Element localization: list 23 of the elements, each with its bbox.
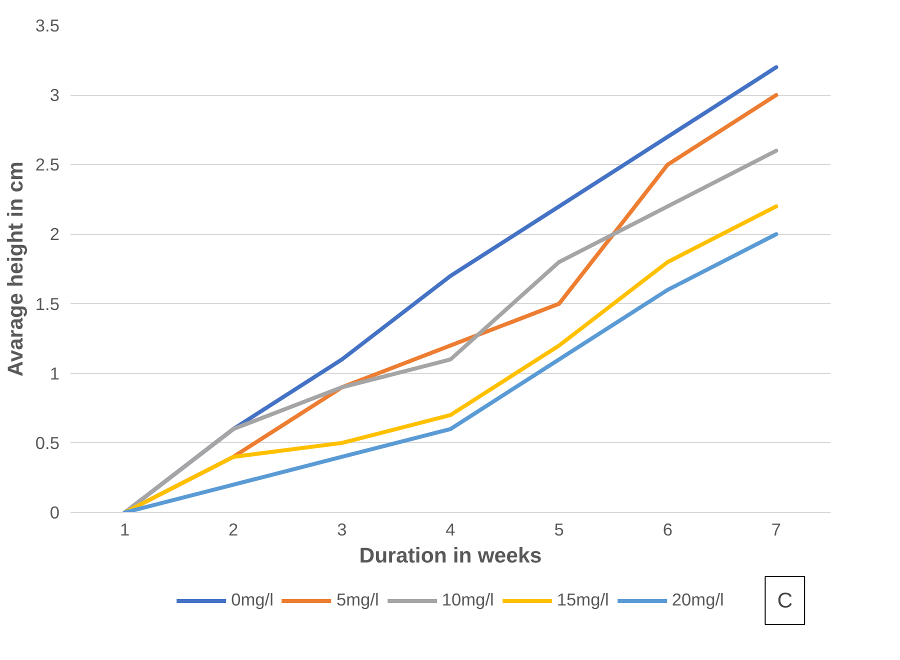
x-tick-label: 6 bbox=[662, 520, 672, 540]
x-tick-label: 3 bbox=[337, 520, 347, 540]
legend-label: 10mg/l bbox=[442, 590, 494, 610]
y-tick-label: 3.5 bbox=[35, 16, 60, 36]
text: C bbox=[777, 588, 793, 612]
y-tick-label: 3 bbox=[50, 85, 60, 106]
y-tick-label: 2.5 bbox=[35, 154, 60, 175]
x-tick-label: 2 bbox=[228, 520, 238, 540]
x-tick-label: 5 bbox=[554, 520, 564, 540]
legend-label: 0mg/l bbox=[231, 590, 274, 610]
y-tick-label: 0 bbox=[50, 502, 60, 522]
x-tick-label: 7 bbox=[771, 520, 782, 540]
y-tick-label: 1 bbox=[50, 363, 60, 384]
y-tick-label: 1.5 bbox=[35, 294, 60, 314]
y-axis-title: Avarage height in cm bbox=[3, 162, 28, 376]
legend-label: 5mg/l bbox=[336, 590, 379, 610]
y-tick-label: 0.5 bbox=[35, 432, 60, 453]
y-tick-label: 2 bbox=[50, 224, 60, 244]
x-tick-label: 1 bbox=[120, 520, 130, 540]
x-axis-title: Duration in weeks bbox=[359, 544, 542, 568]
x-tick-label: 4 bbox=[446, 520, 456, 540]
legend-label: 15mg/l bbox=[556, 590, 609, 610]
legend-label: 20mg/l bbox=[672, 590, 724, 610]
